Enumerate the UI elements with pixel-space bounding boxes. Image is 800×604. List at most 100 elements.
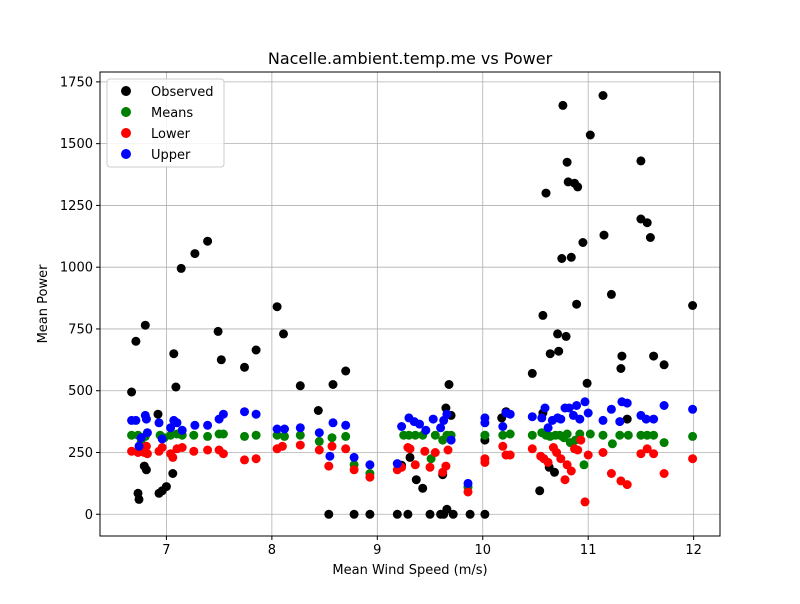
point-upper bbox=[177, 425, 187, 435]
point-upper bbox=[537, 413, 547, 423]
point-upper bbox=[272, 424, 282, 434]
point-upper bbox=[131, 415, 141, 425]
point-upper bbox=[649, 414, 659, 424]
point-observed bbox=[127, 387, 137, 397]
point-upper bbox=[314, 428, 324, 438]
point-upper bbox=[141, 414, 151, 424]
point-lower bbox=[498, 441, 508, 451]
point-means bbox=[251, 430, 261, 440]
point-observed bbox=[444, 380, 454, 389]
point-observed bbox=[535, 486, 545, 496]
point-lower bbox=[349, 465, 359, 475]
point-upper bbox=[134, 441, 144, 451]
legend-marker-observed bbox=[121, 86, 131, 96]
point-observed bbox=[572, 299, 582, 309]
point-upper bbox=[527, 412, 537, 422]
point-lower bbox=[688, 454, 698, 464]
point-upper bbox=[157, 434, 167, 444]
point-upper bbox=[172, 418, 182, 428]
point-observed bbox=[636, 156, 646, 166]
point-observed bbox=[557, 254, 567, 263]
axis-ticks: 7 8 9 10 11 12 0 250 500 750 1000 1250 1500 1750 bbox=[60, 75, 702, 558]
y-tick-label: 1750 bbox=[60, 75, 93, 90]
point-observed bbox=[240, 362, 249, 372]
point-observed bbox=[134, 494, 144, 504]
point-upper bbox=[540, 403, 550, 413]
point-lower bbox=[573, 445, 583, 455]
point-means bbox=[623, 430, 633, 440]
point-lower bbox=[295, 440, 305, 450]
point-upper bbox=[397, 422, 407, 431]
point-observed bbox=[190, 249, 200, 259]
point-upper bbox=[328, 418, 338, 428]
point-observed bbox=[585, 130, 595, 140]
x-tick-label: 7 bbox=[162, 543, 170, 558]
point-means bbox=[642, 430, 652, 440]
legend-label-means: Means bbox=[151, 106, 193, 121]
point-lower bbox=[420, 446, 430, 456]
point-lower bbox=[580, 497, 590, 507]
x-tick-label: 11 bbox=[580, 543, 597, 558]
point-upper bbox=[580, 397, 590, 407]
point-upper bbox=[190, 420, 200, 430]
point-lower bbox=[365, 472, 375, 482]
point-means bbox=[410, 430, 420, 440]
point-lower bbox=[425, 462, 435, 472]
point-observed bbox=[616, 364, 626, 373]
y-axis-label: Mean Power bbox=[36, 264, 51, 344]
legend: Observed Means Lower Upper bbox=[106, 78, 225, 168]
point-upper bbox=[325, 451, 335, 461]
point-observed bbox=[617, 351, 627, 361]
legend-label-lower: Lower bbox=[151, 127, 191, 142]
point-observed bbox=[545, 349, 555, 359]
point-observed bbox=[558, 100, 568, 110]
point-observed bbox=[140, 320, 150, 330]
point-observed bbox=[465, 509, 475, 519]
point-lower bbox=[341, 444, 351, 454]
point-observed bbox=[598, 91, 608, 100]
point-upper bbox=[203, 420, 213, 430]
point-observed bbox=[328, 380, 338, 389]
point-means bbox=[649, 430, 659, 440]
point-upper bbox=[341, 420, 351, 430]
point-lower bbox=[324, 461, 334, 471]
y-tick-label: 1250 bbox=[60, 199, 93, 214]
point-observed bbox=[688, 301, 698, 310]
point-upper bbox=[659, 401, 669, 410]
point-means bbox=[498, 430, 508, 440]
point-upper bbox=[564, 403, 574, 413]
point-lower bbox=[251, 454, 261, 464]
point-lower bbox=[141, 441, 151, 451]
point-upper bbox=[166, 423, 176, 433]
point-means bbox=[579, 460, 589, 470]
point-observed bbox=[645, 233, 655, 242]
point-lower bbox=[622, 480, 632, 490]
legend-box bbox=[106, 78, 225, 168]
point-observed bbox=[418, 483, 428, 493]
point-upper bbox=[349, 452, 359, 462]
point-upper bbox=[463, 478, 473, 488]
point-lower bbox=[142, 449, 152, 459]
point-upper bbox=[446, 435, 456, 445]
point-lower bbox=[157, 443, 167, 452]
point-upper bbox=[615, 417, 625, 427]
point-means bbox=[598, 430, 608, 440]
point-upper bbox=[442, 409, 452, 419]
x-tick-label: 12 bbox=[685, 543, 702, 558]
point-upper bbox=[428, 414, 438, 424]
point-means bbox=[404, 430, 414, 440]
point-observed bbox=[392, 509, 402, 519]
x-tick-label: 10 bbox=[474, 543, 491, 558]
point-lower bbox=[543, 457, 553, 467]
point-observed bbox=[341, 366, 351, 376]
point-means bbox=[430, 430, 440, 440]
point-upper bbox=[622, 398, 632, 408]
point-observed bbox=[649, 351, 659, 361]
point-observed bbox=[538, 310, 548, 320]
point-lower bbox=[636, 449, 646, 459]
point-observed bbox=[279, 329, 288, 339]
point-lower bbox=[560, 475, 570, 485]
legend-label-upper: Upper bbox=[151, 148, 191, 163]
point-lower bbox=[218, 449, 228, 459]
